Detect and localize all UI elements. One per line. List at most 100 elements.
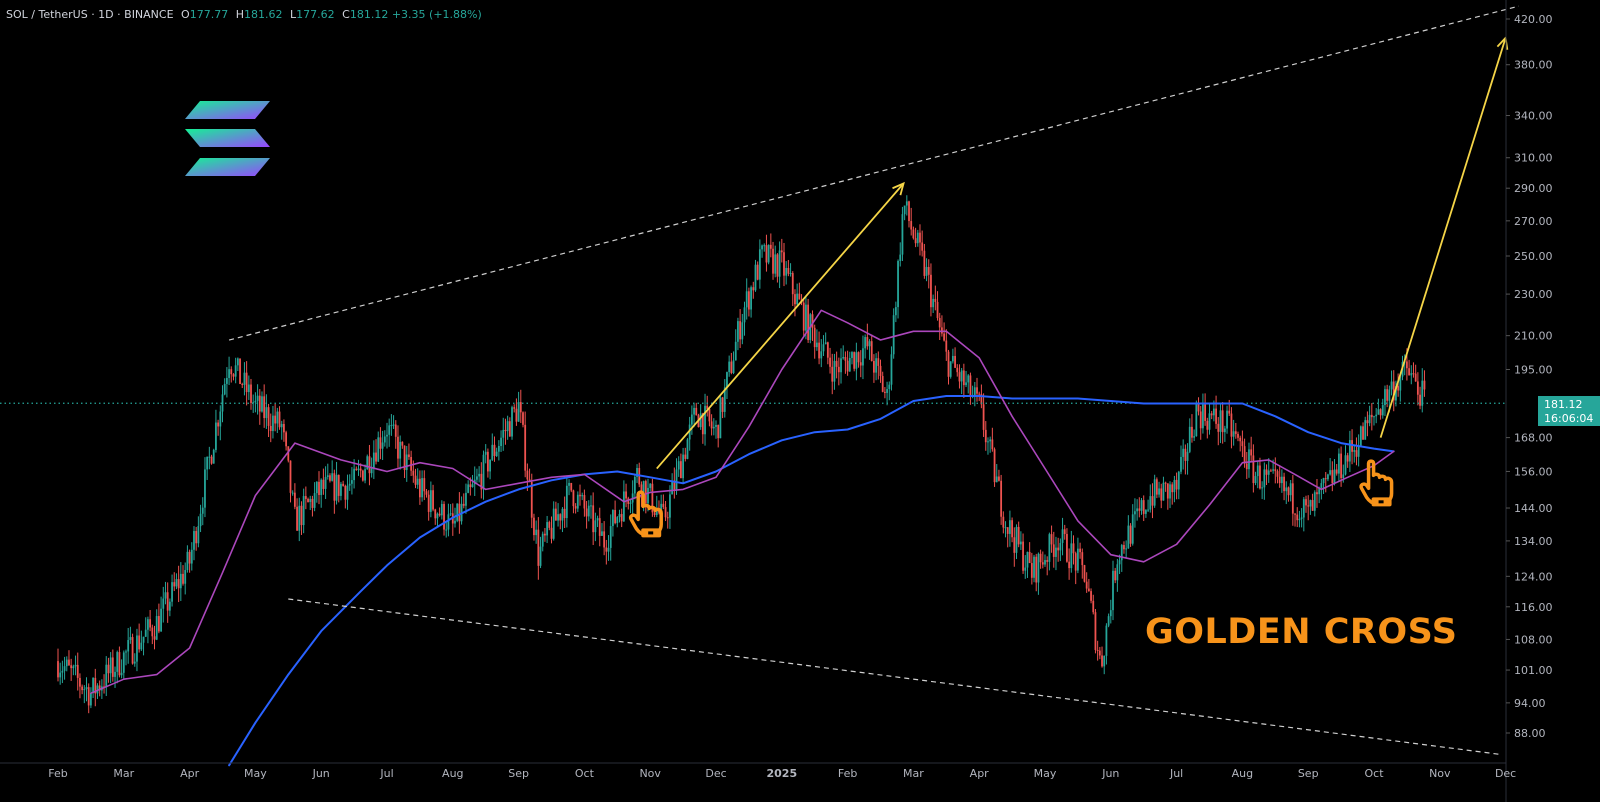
indicators-layer (0, 309, 1506, 767)
candle-body (118, 652, 121, 676)
candle-body (1215, 408, 1217, 424)
candle-body (318, 481, 320, 495)
candle-body (552, 508, 555, 539)
candle-body (1340, 453, 1342, 479)
candle-body (1237, 433, 1239, 438)
candle-body (125, 651, 127, 653)
candle-body (818, 342, 820, 359)
candle-body (171, 582, 173, 602)
candle-body (824, 342, 827, 345)
candle-body (151, 627, 154, 637)
candle-body (859, 362, 862, 366)
candle-body (647, 487, 649, 504)
candle-body (739, 321, 742, 340)
candle-body (789, 273, 792, 275)
candle-body (320, 479, 323, 495)
price-tick-label: 290.00 (1514, 182, 1553, 195)
candle-body (899, 254, 902, 261)
candle-body (721, 397, 724, 412)
candle-body (1208, 413, 1211, 430)
candle-body (480, 473, 483, 490)
candle-body (1074, 553, 1077, 571)
candle-body (1357, 445, 1360, 457)
candle-body (399, 441, 402, 459)
candle-body (916, 232, 919, 244)
candle-body (1206, 420, 1209, 430)
candle-body (938, 317, 941, 328)
price-tick-label: 380.00 (1514, 59, 1553, 72)
candle-body (157, 616, 160, 632)
candle-body (144, 629, 147, 637)
candle-body (618, 514, 621, 518)
candle-body (506, 421, 509, 432)
candle-body (1098, 650, 1101, 656)
candle-body (1041, 562, 1044, 565)
candle-body (390, 425, 393, 427)
candle-body (877, 358, 880, 366)
close-value: 181.12 (349, 8, 389, 21)
candle-body (1138, 508, 1141, 511)
candle-body (394, 424, 397, 437)
candle-body (993, 449, 996, 483)
candle-body (726, 372, 728, 388)
candle-body (1287, 487, 1290, 496)
price-tick-label: 270.00 (1514, 215, 1553, 228)
candle-body (1390, 381, 1393, 390)
candle-body (664, 507, 667, 518)
candle-body (1309, 500, 1312, 507)
candle-body (1346, 455, 1349, 462)
solana-logo (185, 101, 270, 176)
candle-body (1294, 513, 1296, 515)
candle-body (491, 444, 494, 460)
candle-body (1177, 471, 1180, 490)
pointing-hand-cuff-dot (648, 531, 654, 535)
candle-body (1274, 469, 1277, 472)
candle-body (1311, 500, 1314, 511)
candle-body (247, 384, 250, 393)
solana-logo-bar-bottom (185, 158, 270, 176)
candle-body (620, 514, 623, 522)
candle-body (1333, 469, 1336, 484)
candle-body (443, 504, 445, 530)
time-tick-label: Apr (970, 767, 990, 780)
candle-body (440, 504, 443, 516)
candle-body (706, 405, 709, 409)
projection-arrow-line (1379, 37, 1507, 438)
candle-body (807, 304, 810, 341)
candle-body (195, 531, 198, 544)
candle-body (932, 298, 935, 308)
candle-body (943, 333, 946, 341)
candle-body (1335, 469, 1338, 474)
candle-body (609, 526, 612, 548)
candle-body (585, 508, 588, 517)
price-tick-label: 108.00 (1514, 633, 1553, 646)
candle-body (772, 248, 774, 274)
candle-body (1280, 476, 1283, 484)
bar-countdown: 16:06:04 (1544, 412, 1594, 426)
candle-body (1123, 545, 1125, 550)
time-tick-label: Nov (639, 767, 661, 780)
candle-body (655, 508, 658, 516)
candle-body (269, 425, 272, 432)
candle-body (1318, 488, 1321, 495)
candle-body (776, 254, 779, 277)
time-tick-label: Aug (442, 767, 463, 780)
candle-body (607, 547, 610, 552)
candle-body (296, 506, 298, 531)
candle-body (530, 482, 533, 518)
candle-body (1079, 548, 1081, 553)
candle-body (737, 321, 739, 342)
candle-body (815, 342, 818, 348)
candle-body (445, 529, 448, 531)
candle-body (1002, 516, 1005, 528)
candle-body (1392, 381, 1395, 401)
candle-body (919, 232, 921, 243)
candle-body (1096, 649, 1099, 651)
candle-body (298, 505, 301, 531)
candle-body (1421, 380, 1424, 406)
price-tick-label: 116.00 (1514, 601, 1553, 614)
candle-body (554, 508, 557, 521)
candle-body (1186, 451, 1189, 461)
candle-body (423, 478, 426, 492)
